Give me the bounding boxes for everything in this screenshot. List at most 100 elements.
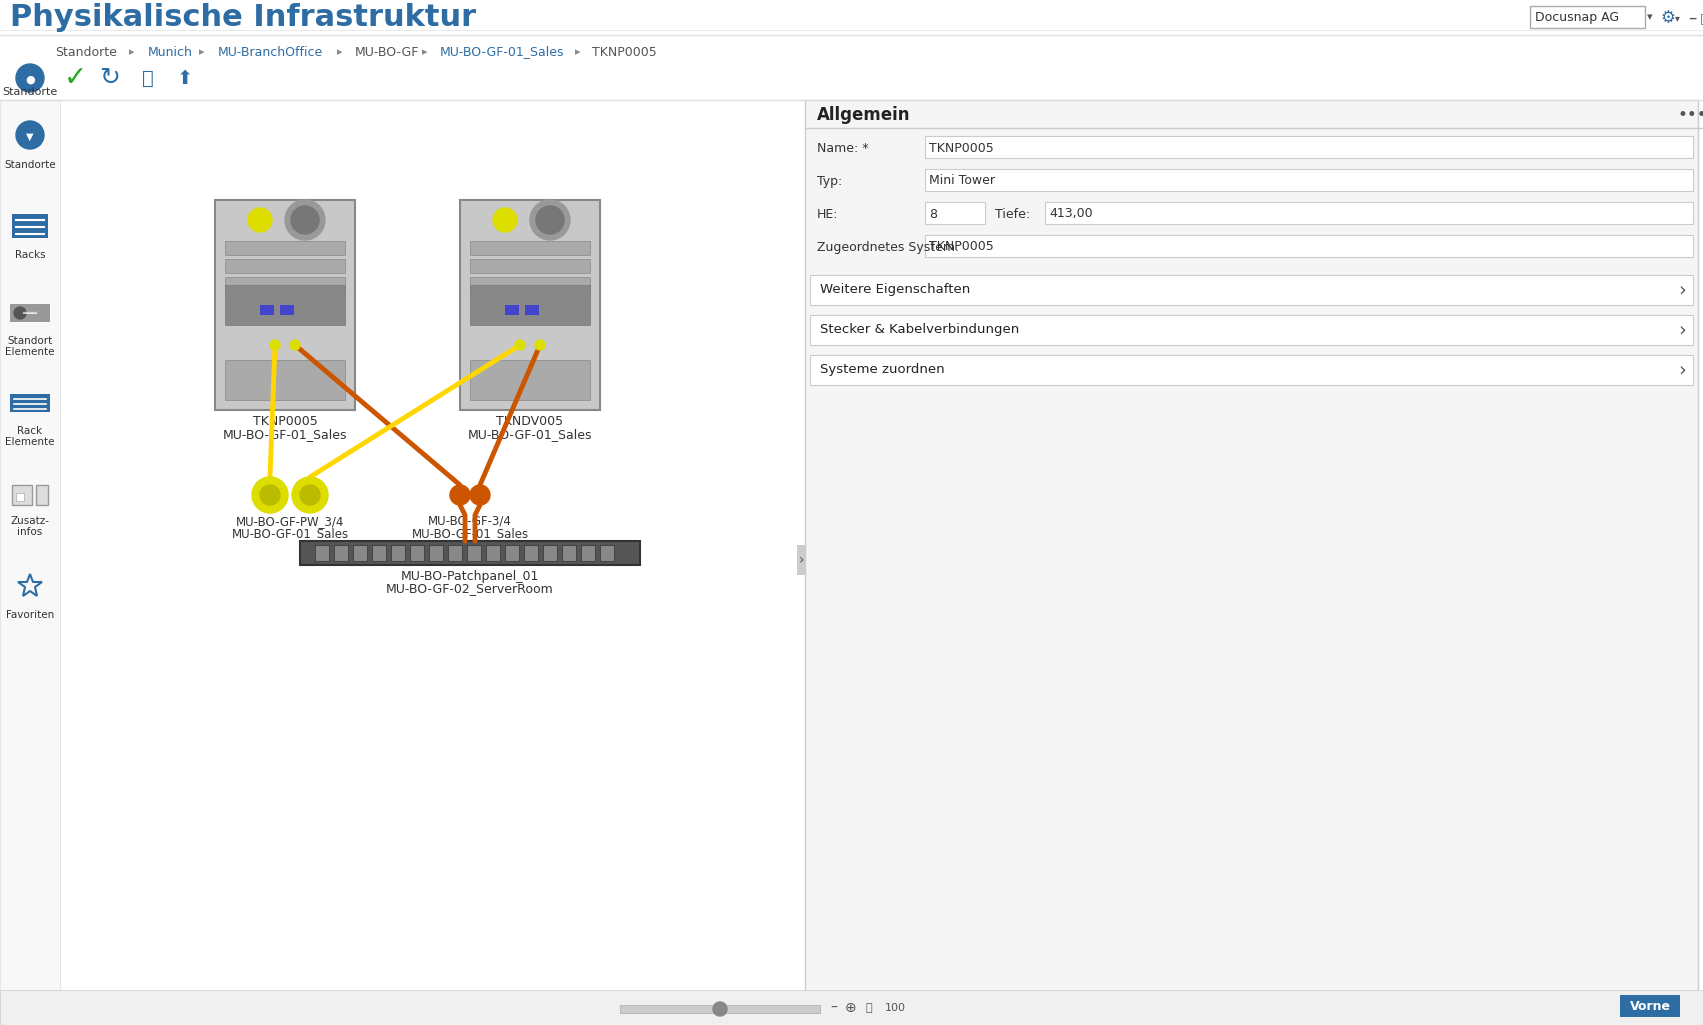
Text: ›: › — [1677, 361, 1686, 379]
Text: ✓: ✓ — [63, 64, 87, 92]
Bar — [225, 241, 346, 255]
Bar — [0, 990, 1703, 1025]
Text: ›: › — [1677, 281, 1686, 299]
Text: 8: 8 — [930, 207, 937, 220]
Text: MU-BO-GF-01_Sales: MU-BO-GF-01_Sales — [223, 428, 347, 441]
Bar — [581, 545, 594, 561]
Bar — [15, 493, 24, 501]
Bar — [543, 545, 557, 561]
Text: 🔍: 🔍 — [865, 1003, 872, 1013]
Text: MU-BO-GF-02_ServerRoom: MU-BO-GF-02_ServerRoom — [387, 582, 553, 594]
Circle shape — [249, 208, 272, 232]
Text: ═══: ═══ — [22, 309, 37, 318]
Bar — [215, 200, 354, 410]
Text: Docusnap AG: Docusnap AG — [1534, 10, 1620, 24]
Text: TKNDV005: TKNDV005 — [497, 415, 564, 428]
Bar — [506, 545, 519, 561]
Bar — [225, 277, 346, 291]
Text: ▸: ▸ — [192, 47, 213, 57]
Bar — [10, 304, 49, 322]
Bar — [460, 200, 599, 410]
Text: Standorte: Standorte — [2, 87, 58, 97]
Text: Standorte: Standorte — [54, 45, 118, 58]
Bar — [467, 545, 480, 561]
Text: ⚙: ⚙ — [1660, 9, 1674, 27]
Text: Zusatz-: Zusatz- — [10, 516, 49, 526]
Text: •••: ••• — [1677, 106, 1703, 124]
Circle shape — [450, 485, 470, 505]
Text: Munich: Munich — [148, 45, 192, 58]
Text: Mini Tower: Mini Tower — [930, 174, 995, 188]
Text: Favoriten: Favoriten — [5, 610, 54, 620]
Bar — [562, 545, 576, 561]
Bar — [599, 545, 615, 561]
Bar — [392, 545, 405, 561]
Text: Weitere Eigenschaften: Weitere Eigenschaften — [821, 284, 971, 296]
Text: MU-BO-GF: MU-BO-GF — [354, 45, 419, 58]
Text: MU-BO-GF-PW_3/4: MU-BO-GF-PW_3/4 — [235, 515, 344, 528]
Bar — [36, 485, 48, 505]
Text: ⊕: ⊕ — [845, 1001, 857, 1015]
Bar — [506, 305, 519, 315]
Bar — [429, 545, 443, 561]
Bar — [925, 235, 1693, 257]
Bar — [371, 545, 387, 561]
Text: 413,00: 413,00 — [1049, 207, 1093, 220]
Bar — [811, 275, 1693, 305]
Text: Vorne: Vorne — [1630, 999, 1671, 1013]
Circle shape — [271, 340, 279, 350]
Text: –: – — [1688, 9, 1696, 27]
Text: ▸: ▸ — [123, 47, 141, 57]
Text: ›: › — [1677, 321, 1686, 339]
Text: TKNP0005: TKNP0005 — [593, 45, 657, 58]
Text: ▼: ▼ — [26, 132, 34, 142]
Bar — [1046, 202, 1693, 224]
Bar — [12, 485, 32, 505]
Circle shape — [492, 208, 518, 232]
Bar — [225, 259, 346, 273]
Text: Physikalische Infrastruktur: Physikalische Infrastruktur — [10, 3, 477, 33]
Bar — [279, 305, 295, 315]
Bar — [525, 305, 540, 315]
Text: MU-BO-GF-01_Sales: MU-BO-GF-01_Sales — [439, 45, 564, 58]
Text: Racks: Racks — [15, 250, 46, 260]
Bar — [261, 305, 274, 315]
Text: ▸: ▸ — [567, 47, 588, 57]
Text: Standort: Standort — [7, 336, 53, 346]
Bar — [448, 545, 462, 561]
Bar — [470, 277, 589, 291]
Bar — [485, 545, 501, 561]
Bar — [10, 394, 49, 412]
Text: Standorte: Standorte — [3, 160, 56, 170]
Circle shape — [536, 206, 564, 234]
Circle shape — [714, 1002, 727, 1016]
Text: –: – — [829, 1001, 836, 1015]
Text: TKNP0005: TKNP0005 — [930, 241, 995, 253]
Bar — [470, 259, 589, 273]
Circle shape — [15, 121, 44, 149]
Bar — [225, 360, 346, 400]
Bar — [300, 541, 640, 565]
Bar — [620, 1004, 821, 1013]
Circle shape — [291, 206, 318, 234]
Circle shape — [514, 340, 525, 350]
Text: ▸: ▸ — [330, 47, 349, 57]
Text: 100: 100 — [886, 1003, 906, 1013]
Text: ▾: ▾ — [1676, 13, 1679, 23]
Circle shape — [300, 485, 320, 505]
Text: MU-BO-GF-3/4: MU-BO-GF-3/4 — [427, 515, 513, 528]
Text: Rack: Rack — [17, 426, 43, 436]
Text: HE:: HE: — [817, 207, 838, 220]
Text: Tiefe:: Tiefe: — [995, 207, 1030, 220]
Circle shape — [261, 485, 279, 505]
Text: ↻: ↻ — [99, 66, 121, 90]
Text: TKNP0005: TKNP0005 — [930, 141, 995, 155]
Text: Systeme zuordnen: Systeme zuordnen — [821, 364, 945, 376]
Bar — [925, 169, 1693, 191]
Circle shape — [252, 477, 288, 512]
Text: Allgemein: Allgemein — [817, 106, 911, 124]
Bar — [12, 214, 48, 238]
Text: Elemente: Elemente — [5, 437, 54, 447]
Bar — [470, 285, 589, 325]
Circle shape — [530, 200, 571, 240]
